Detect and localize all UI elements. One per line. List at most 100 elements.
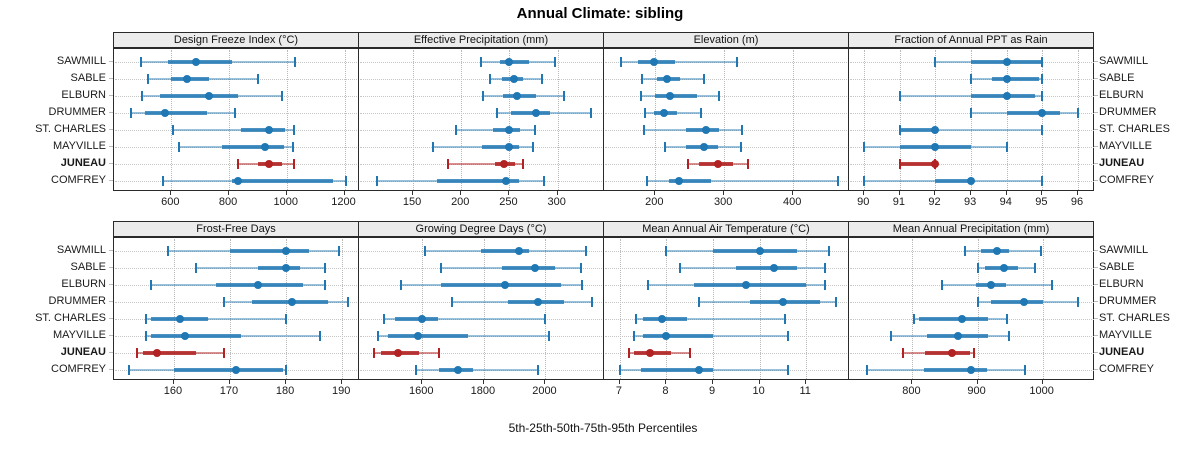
row-label-left-comfrey: COMFREY — [51, 174, 106, 186]
row-tick-right — [1094, 95, 1098, 96]
row-label-left-sable: SABLE — [70, 72, 106, 84]
grid-line-vertical — [461, 50, 463, 190]
median-dot — [418, 315, 427, 323]
median-dot — [1019, 298, 1028, 306]
grid-line-vertical — [229, 50, 231, 190]
cap-95th — [544, 314, 547, 324]
cap-95th — [547, 331, 550, 341]
row-tick-left — [109, 250, 113, 251]
cap-95th — [736, 57, 739, 67]
cap-95th — [563, 91, 566, 101]
median-dot — [504, 126, 513, 134]
row-tick-right — [1094, 352, 1098, 353]
grid-line-horizontal — [360, 370, 604, 371]
row-tick-right — [1094, 61, 1098, 62]
cap-5th — [913, 314, 916, 324]
row-tick-right — [1094, 301, 1098, 302]
cap-95th — [543, 176, 546, 186]
whisker-5-95 — [620, 61, 738, 63]
grid-line-vertical — [557, 50, 559, 190]
row-label-left-sable: SABLE — [70, 261, 106, 273]
axis-tick-label: 8 — [662, 385, 669, 397]
row-tick-right — [1094, 284, 1098, 285]
row-label-right-mayville: MAYVILLE — [1099, 140, 1152, 152]
bar-25-75 — [229, 249, 309, 253]
axis-tick — [460, 191, 462, 195]
cap-95th — [324, 263, 327, 273]
whisker-5-95 — [636, 318, 786, 320]
bar-25-75 — [231, 179, 333, 183]
median-dot — [993, 247, 1002, 255]
cap-5th — [376, 176, 379, 186]
cap-5th — [976, 263, 979, 273]
bar-25-75 — [145, 111, 208, 115]
cap-5th — [136, 348, 139, 358]
panel-header-fraction-of-annual-ppt-as-rain: Fraction of Annual PPT as Rain — [848, 32, 1094, 48]
median-dot — [741, 281, 750, 289]
axis-tick-label: 400 — [782, 196, 802, 208]
cap-95th — [536, 365, 539, 375]
cap-95th — [531, 142, 534, 152]
bar-25-75 — [482, 145, 520, 149]
axis-tick — [805, 380, 807, 384]
cap-5th — [144, 314, 147, 324]
grid-line-horizontal — [605, 62, 849, 63]
axis-tick — [934, 191, 936, 195]
median-dot — [662, 332, 671, 340]
axis-tick-label: 9 — [708, 385, 716, 397]
bar-25-75 — [640, 368, 714, 372]
axis-tick — [421, 380, 423, 384]
cap-95th — [324, 280, 327, 290]
row-label-right-juneau: JUNEAU — [1099, 346, 1145, 358]
axis-tick-label: 1800 — [470, 385, 496, 397]
cap-95th — [541, 74, 544, 84]
bar-25-75 — [992, 77, 1039, 81]
grid-line-horizontal — [850, 251, 1094, 252]
median-dot — [714, 160, 723, 168]
grid-line-vertical — [344, 50, 346, 190]
axis-tick — [1041, 380, 1043, 384]
grid-line-horizontal — [115, 353, 359, 354]
bar-25-75 — [440, 283, 561, 287]
grid-line-vertical — [977, 239, 979, 379]
cap-5th — [150, 280, 153, 290]
grid-line-horizontal — [360, 79, 604, 80]
cap-5th — [223, 297, 226, 307]
cap-5th — [439, 263, 442, 273]
cap-95th — [285, 365, 288, 375]
median-dot — [233, 177, 242, 185]
row-tick-left — [109, 78, 113, 79]
axis-tick — [412, 191, 414, 195]
grid-line-vertical — [342, 239, 344, 379]
axis-tick-label: 94 — [999, 196, 1012, 208]
cap-5th — [424, 246, 427, 256]
cap-95th — [973, 348, 976, 358]
bar-25-75 — [924, 368, 988, 372]
cap-95th — [786, 365, 789, 375]
cap-5th — [663, 142, 666, 152]
cap-5th — [646, 176, 649, 186]
cap-95th — [1006, 314, 1009, 324]
axis-tick-label: 1600 — [408, 385, 434, 397]
cap-95th — [521, 159, 524, 169]
grid-line-vertical — [1042, 50, 1044, 190]
median-dot — [513, 92, 522, 100]
grid-line-horizontal — [605, 130, 849, 131]
cap-5th — [940, 280, 943, 290]
bar-25-75 — [736, 266, 797, 270]
grid-line-horizontal — [360, 353, 604, 354]
row-tick-left — [109, 352, 113, 353]
cap-5th — [415, 365, 418, 375]
median-dot — [453, 366, 462, 374]
panel-fraction-of-annual-ppt-as-rain — [848, 48, 1094, 191]
median-dot — [778, 298, 787, 306]
row-tick-right — [1094, 318, 1098, 319]
cap-5th — [686, 159, 689, 169]
panel-frost-free-days — [113, 237, 359, 380]
row-label-left-mayville: MAYVILLE — [53, 140, 106, 152]
axis-tick — [285, 380, 287, 384]
panel-header-growing-degree-days-c: Growing Degree Days (°C) — [358, 221, 604, 237]
cap-95th — [699, 108, 702, 118]
panel-header-frost-free-days: Frost-Free Days — [113, 221, 359, 237]
axis-tick — [228, 191, 230, 195]
